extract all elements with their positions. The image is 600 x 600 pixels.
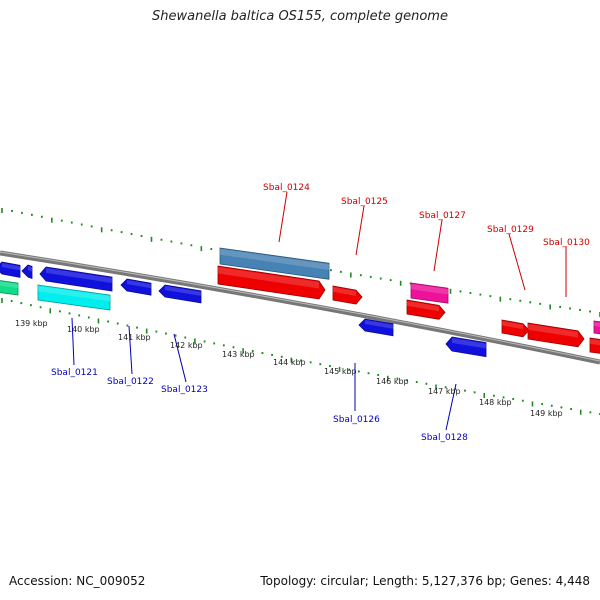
label-leader-lines xyxy=(71,191,567,431)
scale-label: 141 kbp xyxy=(118,333,151,342)
gene-label-sbal-0124[interactable]: Sbal_0124 xyxy=(263,183,310,193)
gene-arrow-sbal-0128[interactable] xyxy=(445,336,487,358)
leader-line xyxy=(128,325,133,375)
gene-arrow-sbal-0124[interactable] xyxy=(217,265,326,300)
green-feature[interactable] xyxy=(0,280,19,296)
magenta-feature[interactable] xyxy=(593,320,600,335)
gene-label-sbal-0129[interactable]: Sbal_0129 xyxy=(487,225,534,235)
leader-line xyxy=(355,205,365,256)
gene-label-sbal-0125[interactable]: Sbal_0125 xyxy=(341,197,388,207)
gene-label-sbal-0123[interactable]: Sbal_0123 xyxy=(161,385,208,395)
scale-label: 148 kbp xyxy=(479,398,512,407)
gene-arrow-sbal-0123[interactable] xyxy=(158,284,202,304)
accession-text: Accession: NC_009052 xyxy=(9,574,146,588)
scale-label: 145 kbp xyxy=(324,367,357,376)
scale-label: 146 kbp xyxy=(376,377,409,386)
genome-summary-text: Topology: circular; Length: 5,127,376 bp… xyxy=(260,574,590,588)
scale-label: 143 kbp xyxy=(222,350,255,359)
gene-arrow-sbal-0127[interactable] xyxy=(406,299,446,320)
gene-arrow-sbal-0126[interactable] xyxy=(358,318,394,337)
gene-arrow-sbal-0130[interactable] xyxy=(527,322,585,348)
leader-line xyxy=(433,219,443,272)
leader-line xyxy=(445,383,457,431)
gene-arrow-sbal-0125[interactable] xyxy=(332,285,363,305)
map-title: Shewanella baltica OS155, complete genom… xyxy=(152,9,448,24)
scale-label: 142 kbp xyxy=(170,341,203,350)
scale-label: 147 kbp xyxy=(428,387,461,396)
genome-backbone xyxy=(0,250,600,365)
gene-arrow-sbal-0129[interactable] xyxy=(501,319,530,338)
steel-feature[interactable] xyxy=(219,247,330,280)
gene-arrow-sbal-0121[interactable] xyxy=(39,266,113,292)
scale-label: 149 kbp xyxy=(530,409,563,418)
gene-label-sbal-0130[interactable]: Sbal_0130 xyxy=(543,238,590,248)
gene-arrow[interactable] xyxy=(0,261,21,278)
magenta-feature[interactable] xyxy=(410,282,449,304)
scale-label: 144 kbp xyxy=(273,358,306,367)
gene-label-sbal-0128[interactable]: Sbal_0128 xyxy=(421,433,468,443)
gene-arrow-sbal-0122[interactable] xyxy=(120,278,152,296)
gene-label-sbal-0121[interactable]: Sbal_0121 xyxy=(51,368,98,378)
inner-tick-ring xyxy=(1,298,600,415)
gene-label-sbal-0126[interactable]: Sbal_0126 xyxy=(333,415,380,425)
gene-labels: Sbal_0124 Sbal_0125 Sbal_0127 Sbal_0129 Sbal… xyxy=(51,183,590,443)
backbone-line xyxy=(0,250,600,365)
feature-track xyxy=(0,247,600,358)
gene-arrow[interactable] xyxy=(21,264,33,279)
outer-tick-ring xyxy=(1,208,600,317)
scale-label: 139 kbp xyxy=(15,319,48,328)
gene-label-sbal-0127[interactable]: Sbal_0127 xyxy=(419,211,466,221)
scale-labels: 139 kbp 140 kbp 141 kbp 142 kbp 143 kbp 144 k… xyxy=(15,319,563,418)
backbone-highlight xyxy=(0,251,600,362)
leader-line xyxy=(71,317,75,366)
leader-line xyxy=(278,191,288,243)
leader-line xyxy=(508,233,526,291)
scale-label: 140 kbp xyxy=(67,325,100,334)
leader-line xyxy=(173,333,187,383)
teal-feature[interactable] xyxy=(37,284,111,311)
gene-label-sbal-0122[interactable]: Sbal_0122 xyxy=(107,377,154,387)
gene-arrow[interactable] xyxy=(589,337,600,354)
